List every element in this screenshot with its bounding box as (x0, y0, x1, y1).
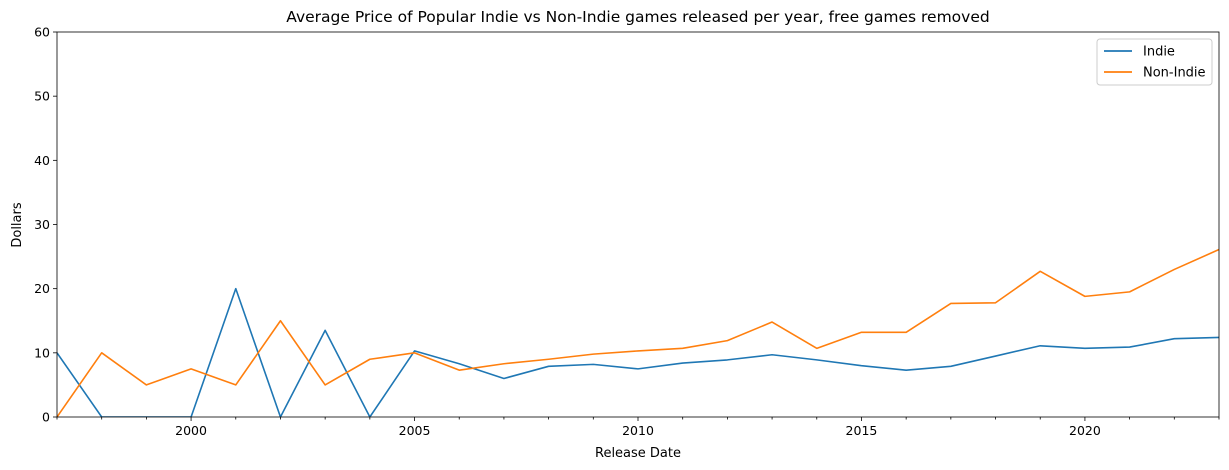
series-line-non-indie (57, 248, 1219, 417)
y-axis-label: Dollars (10, 202, 25, 247)
x-tick-label: 2000 (175, 423, 207, 438)
plot-area: 2000 2005 2010 2015 2020 0 10 20 30 40 50 60 (34, 25, 1220, 438)
x-tick-label: 2020 (1069, 423, 1101, 438)
legend-label-non-indie: Non-Indie (1143, 66, 1206, 81)
x-axis-label: Release Date (595, 446, 681, 461)
x-tick-label: 2010 (622, 423, 654, 438)
y-tick-label: 0 (42, 410, 50, 425)
x-tick-label: 2005 (399, 423, 431, 438)
axes-frame (56, 31, 1220, 418)
y-tick-label: 10 (34, 345, 50, 360)
y-tick-label: 60 (34, 25, 50, 40)
series-line-indie (57, 287, 1219, 417)
y-tick-label: 30 (34, 217, 50, 232)
y-tick-label: 40 (34, 153, 50, 168)
legend-label-indie: Indie (1143, 45, 1175, 60)
y-tick-label: 20 (34, 281, 50, 296)
legend: Indie Non-Indie (1096, 38, 1213, 86)
chart-title: Average Price of Popular Indie vs Non-In… (286, 8, 989, 26)
x-tick-label: 2015 (846, 423, 878, 438)
y-tick-label: 50 (34, 89, 50, 104)
